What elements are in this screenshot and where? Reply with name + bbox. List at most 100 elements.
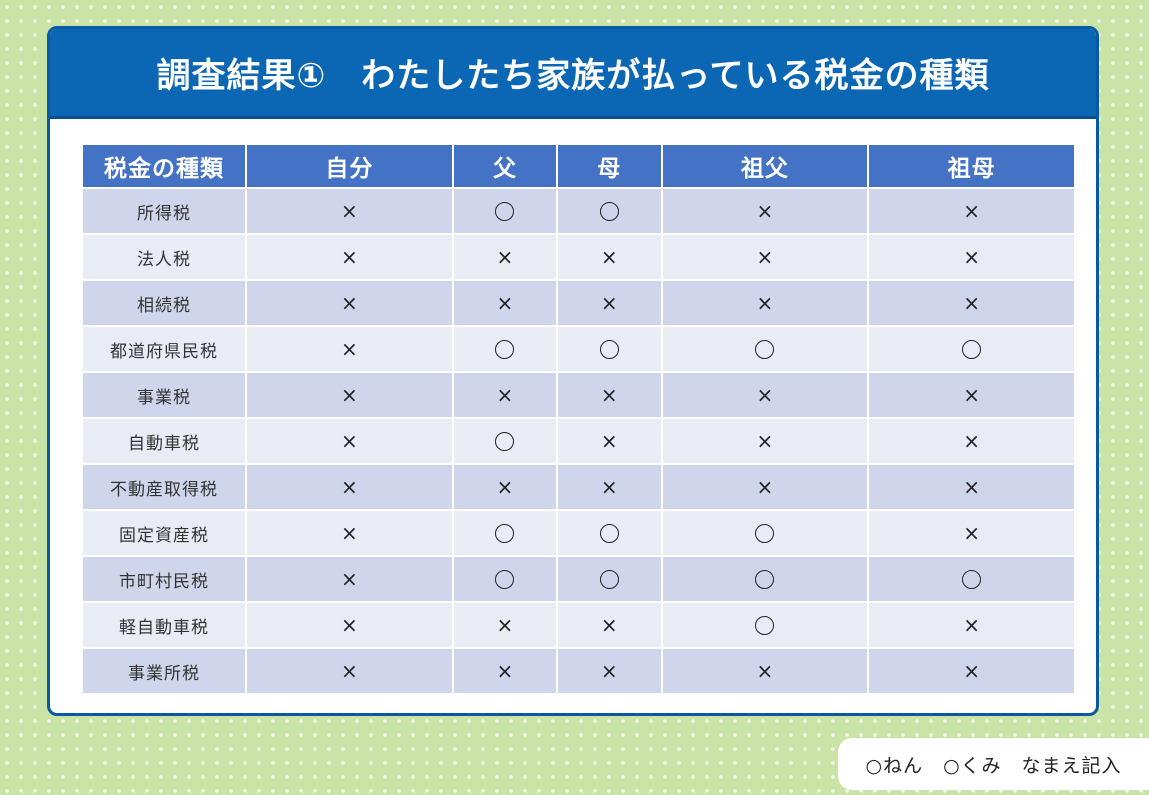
cell-self: × [247, 373, 452, 417]
table-row: 固定資産税 × × [83, 511, 1074, 555]
cell-grandfather [662, 511, 868, 555]
cross-mark-icon: × [963, 659, 980, 683]
cross-mark-icon: × [340, 613, 358, 637]
row-label: 事業税 [83, 373, 245, 417]
cross-mark-icon: × [600, 429, 618, 453]
cross-mark-icon: × [496, 383, 514, 407]
cell-grandfather: × [662, 373, 868, 417]
table-row: 軽自動車税 × × × × [83, 603, 1074, 647]
row-label: 固定資産税 [83, 511, 245, 555]
row-label: 法人税 [83, 235, 245, 279]
circle-mark-icon [755, 523, 775, 543]
circle-mark-icon [599, 339, 619, 359]
cross-mark-icon: × [756, 429, 774, 453]
cell-mother [558, 327, 661, 371]
circle-mark-icon [599, 201, 619, 221]
cell-self: × [247, 281, 452, 325]
cell-father: × [453, 465, 557, 509]
table-row: 自動車税 × × × × [83, 419, 1074, 463]
cell-father [453, 189, 557, 233]
cross-mark-icon: × [340, 337, 358, 361]
cross-mark-icon: × [756, 383, 774, 407]
page-title: 調査結果① わたしたち家族が払っている税金の種類 [156, 56, 990, 96]
column-header-father: 父 [453, 145, 557, 187]
column-header-tax-type: 税金の種類 [83, 145, 245, 187]
circle-mark-icon [755, 339, 775, 359]
cell-mother [558, 189, 661, 233]
cross-mark-icon: × [600, 245, 618, 269]
tax-table: 税金の種類 自分 父 母 祖父 祖母 所得税 × × × 法人税 × × × × × 相続税 × × × ×… [81, 143, 1076, 695]
cross-mark-icon: × [600, 475, 618, 499]
cell-self: × [247, 189, 452, 233]
name-entry-label: ○ねん ○くみ なまえ記入 [865, 754, 1122, 777]
table-row: 都道府県民税 × [83, 327, 1074, 371]
cell-father: × [453, 373, 557, 417]
cross-mark-icon: × [496, 475, 514, 499]
name-entry-box: ○ねん ○くみ なまえ記入 [838, 738, 1149, 790]
row-label: 市町村民税 [83, 557, 245, 601]
cell-father: × [453, 281, 557, 325]
cell-mother: × [558, 235, 661, 279]
cross-mark-icon: × [963, 291, 980, 315]
cell-self: × [247, 327, 452, 371]
cross-mark-icon: × [340, 291, 358, 315]
cell-grandmother [869, 327, 1074, 371]
row-label: 不動産取得税 [83, 465, 245, 509]
table-row: 事業所税 × × × × × [83, 649, 1074, 693]
cross-mark-icon: × [963, 475, 980, 499]
cross-mark-icon: × [756, 659, 774, 683]
row-label: 自動車税 [83, 419, 245, 463]
cross-mark-icon: × [340, 521, 358, 545]
row-label: 事業所税 [83, 649, 245, 693]
cross-mark-icon: × [963, 521, 980, 545]
circle-mark-icon [599, 569, 619, 589]
cell-grandmother: × [869, 373, 1074, 417]
cell-father: × [453, 235, 557, 279]
cross-mark-icon: × [963, 429, 980, 453]
cell-grandfather: × [662, 649, 868, 693]
circle-mark-icon [495, 201, 515, 221]
cell-grandfather: × [662, 189, 868, 233]
cell-grandmother: × [869, 189, 1074, 233]
cell-self: × [247, 511, 452, 555]
cell-father [453, 511, 557, 555]
cross-mark-icon: × [963, 383, 980, 407]
cell-self: × [247, 649, 452, 693]
cell-grandmother [869, 557, 1074, 601]
cell-mother: × [558, 465, 661, 509]
cross-mark-icon: × [756, 199, 774, 223]
circle-mark-icon [495, 569, 515, 589]
cell-father [453, 327, 557, 371]
cross-mark-icon: × [963, 199, 980, 223]
cell-grandmother: × [869, 511, 1074, 555]
cell-self: × [247, 557, 452, 601]
cross-mark-icon: × [496, 245, 514, 269]
cell-grandfather: × [662, 419, 868, 463]
table-row: 所得税 × × × [83, 189, 1074, 233]
cell-mother: × [558, 373, 661, 417]
circle-mark-icon [962, 569, 982, 589]
circle-mark-icon [962, 339, 982, 359]
table-body: 所得税 × × × 法人税 × × × × × 相続税 × × × × × 都道府県民税 × 事業税 × × × × × 自動車… [83, 189, 1074, 693]
table-row: 相続税 × × × × × [83, 281, 1074, 325]
column-header-grandfather: 祖父 [662, 145, 868, 187]
cross-mark-icon: × [340, 429, 358, 453]
cross-mark-icon: × [600, 383, 618, 407]
cell-grandfather [662, 327, 868, 371]
cell-grandmother: × [869, 465, 1074, 509]
cross-mark-icon: × [963, 245, 980, 269]
cross-mark-icon: × [340, 199, 358, 223]
circle-mark-icon [755, 615, 775, 635]
cross-mark-icon: × [496, 659, 514, 683]
cross-mark-icon: × [600, 613, 618, 637]
cross-mark-icon: × [496, 613, 514, 637]
cell-father: × [453, 649, 557, 693]
table-row: 事業税 × × × × × [83, 373, 1074, 417]
row-label: 都道府県民税 [83, 327, 245, 371]
cross-mark-icon: × [340, 475, 358, 499]
cross-mark-icon: × [963, 613, 980, 637]
cell-grandfather: × [662, 235, 868, 279]
cross-mark-icon: × [756, 475, 774, 499]
results-card: 調査結果① わたしたち家族が払っている税金の種類 税金の種類 自分 父 母 祖父… [47, 26, 1099, 716]
cell-mother: × [558, 281, 661, 325]
